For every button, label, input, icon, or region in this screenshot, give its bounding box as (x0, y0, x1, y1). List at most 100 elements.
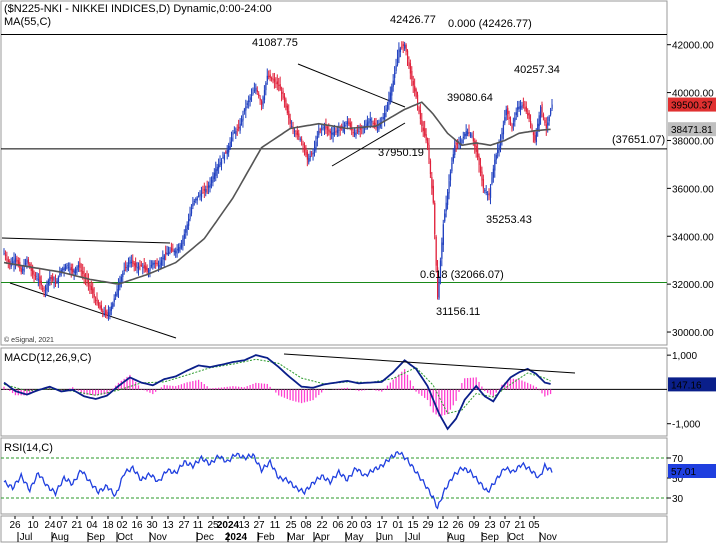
candle-body (417, 94, 419, 105)
candle-body (344, 124, 346, 127)
candle-body (414, 85, 416, 92)
candle-body (461, 139, 463, 143)
candle-body (371, 121, 373, 123)
candle-body (438, 278, 440, 299)
annotation-label-3: 40257.34 (514, 64, 560, 76)
candle-body (469, 134, 472, 136)
candle-body (507, 107, 509, 115)
candle-body (42, 288, 44, 290)
candle-body (20, 268, 22, 273)
candle-body (408, 61, 410, 67)
candle-body (548, 116, 550, 122)
candle-body (437, 267, 439, 298)
candle-body (405, 44, 407, 52)
candle-body (349, 122, 351, 128)
candle-body (348, 121, 350, 125)
candle-body (366, 122, 369, 127)
candle-body (66, 264, 68, 266)
candle-body (213, 172, 216, 179)
candle-body (232, 133, 234, 135)
candle-body (109, 309, 111, 315)
candle-body (419, 110, 422, 119)
candle-body (139, 264, 141, 266)
candle-body (488, 192, 490, 196)
candle-body (299, 138, 301, 140)
candle-body (421, 119, 423, 127)
x-day-tick-label: 07 (56, 520, 68, 531)
x-day-tick-label: 18 (102, 520, 114, 531)
macd-panel: 1,000 -1,000 147.16 (1, 351, 716, 431)
candle-body (239, 123, 241, 131)
candle-body (29, 264, 31, 268)
candle-body (424, 128, 426, 136)
candle-body (17, 260, 20, 265)
candle-body (315, 141, 317, 150)
candle-body (189, 213, 191, 220)
candle-body (146, 267, 148, 273)
candle-body (169, 250, 171, 252)
candle-body (301, 139, 303, 141)
candle-body (83, 274, 85, 277)
candle-body (37, 279, 40, 281)
candle-body (272, 78, 274, 81)
candle-body (477, 149, 479, 158)
candle-body (160, 260, 163, 266)
candle-body (265, 83, 267, 91)
x-day-tick-label: 2024 (217, 520, 240, 531)
candle-body (23, 266, 25, 272)
y-tick-label: 38000.00 (672, 136, 714, 147)
x-day-tick-label: 15 (407, 520, 419, 531)
candle-body (126, 264, 128, 270)
candle-body (504, 117, 506, 124)
candle-body (233, 132, 236, 134)
candle-body (537, 123, 539, 132)
candle-body (196, 197, 198, 201)
candle-body (40, 280, 42, 286)
candle-body (95, 300, 97, 302)
trendline-triangle-lower (331, 122, 406, 167)
candle-body (389, 92, 392, 101)
candle-body (153, 263, 155, 265)
candle-body (92, 288, 94, 294)
x-day-tick-label: 06 (332, 520, 344, 531)
x-day-tick-label: 03 (360, 520, 372, 531)
candle-body (372, 122, 374, 124)
candle-body (14, 257, 17, 262)
candle-body (303, 146, 306, 151)
candle-body (165, 252, 167, 255)
candle-body (220, 159, 223, 165)
candle-body (136, 266, 138, 269)
candle-body (255, 87, 257, 91)
candle-body (282, 90, 284, 98)
candle-body (170, 247, 173, 251)
main-y-axis: 30000.00 32000.00 34000.00 36000.00 38000.00… (667, 41, 716, 339)
candle-body (65, 266, 67, 270)
candle-body (439, 260, 442, 278)
candle-body (268, 75, 270, 78)
candle-body (495, 154, 497, 160)
candle-body (93, 294, 95, 298)
candle-body (331, 132, 333, 135)
x-day-tick-label: 20 (346, 520, 358, 531)
candle-body (150, 264, 153, 267)
x-month-tick-label: Jun (377, 532, 393, 543)
candle-body (3, 253, 5, 255)
x-day-tick-label: 01 (392, 520, 404, 531)
candle-body (325, 124, 327, 128)
candle-body (69, 268, 71, 270)
main-annotations: 42426.77 0.000 (42426.77) 41087.75 40257.34… (252, 14, 665, 318)
candle-body (275, 82, 277, 84)
x-day-tick-label: 11 (193, 520, 204, 531)
candle-body (508, 117, 510, 119)
candle-body (305, 147, 307, 155)
macd-panel-frame (0, 347, 668, 437)
candle-body (316, 136, 319, 139)
candle-body (326, 126, 329, 130)
candle-body (198, 195, 200, 197)
candle-body (46, 284, 48, 291)
candle-body (87, 278, 90, 285)
candle-body (259, 98, 261, 101)
candle-body (308, 157, 310, 163)
last-price-box-text: 39500.37 (671, 101, 713, 112)
candle-body (256, 89, 258, 92)
